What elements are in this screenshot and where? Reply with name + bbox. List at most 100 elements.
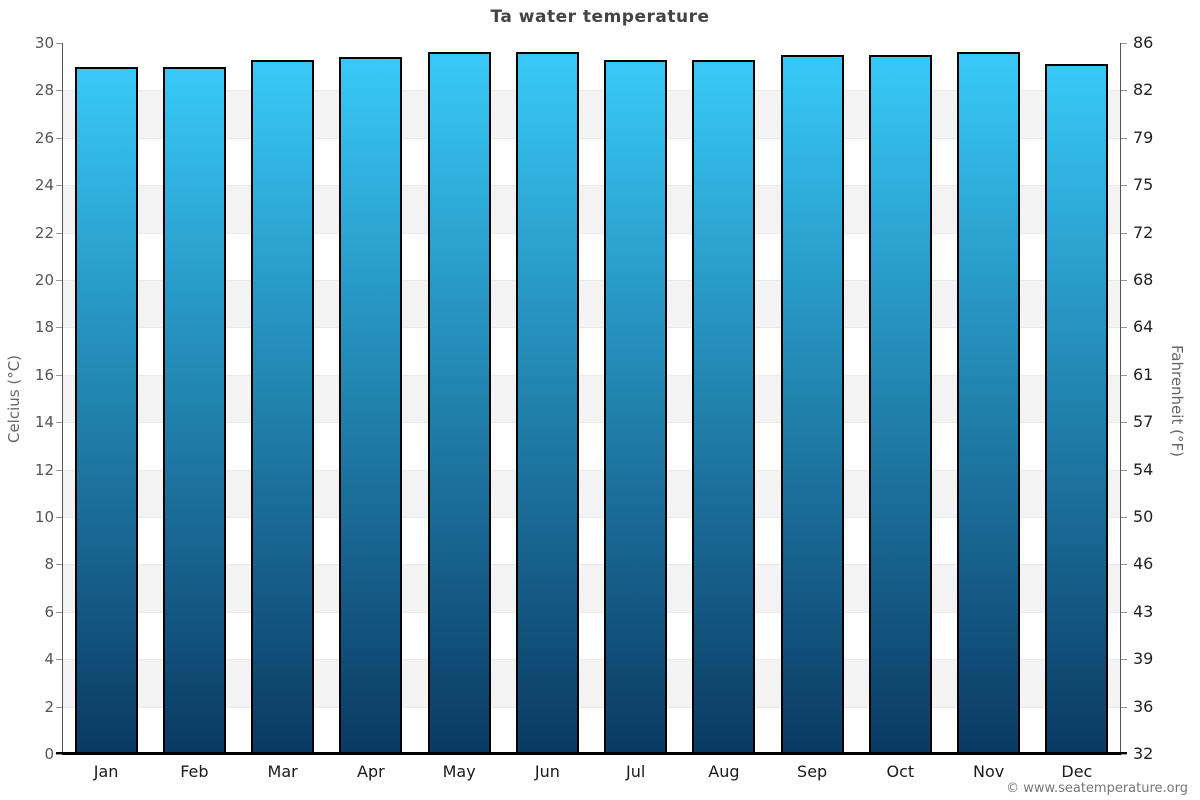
background-band xyxy=(62,185,1121,233)
background-band xyxy=(62,469,1121,517)
celsius-tick xyxy=(56,517,62,518)
bar-mar xyxy=(251,59,315,754)
celsius-axis-line xyxy=(62,43,63,754)
celsius-tick xyxy=(56,374,62,376)
background-band xyxy=(62,564,1121,612)
celsius-tick xyxy=(56,564,62,566)
fahrenheit-tick xyxy=(1121,43,1127,44)
fahrenheit-tick xyxy=(1121,137,1127,139)
celsius-tick xyxy=(56,706,62,708)
month-label-sep: Sep xyxy=(797,762,828,781)
celsius-tick-label: 28 xyxy=(34,81,54,100)
fahrenheit-tick xyxy=(1121,280,1127,281)
celsius-tick-label: 22 xyxy=(34,223,54,242)
gridline xyxy=(62,706,1121,708)
celsius-tick-label: 26 xyxy=(34,128,54,147)
bar-apr xyxy=(339,57,403,754)
fahrenheit-tick xyxy=(1121,90,1127,92)
celsius-tick-label: 10 xyxy=(34,508,54,526)
celsius-tick xyxy=(56,90,62,92)
bar-sep xyxy=(780,54,844,754)
celsius-axis-title: Celcius (°C) xyxy=(5,354,23,444)
gridline xyxy=(62,422,1121,424)
fahrenheit-tick-label: 46 xyxy=(1133,554,1154,574)
celsius-tick-label: 12 xyxy=(34,460,54,479)
bar-jun xyxy=(515,52,579,754)
gridline xyxy=(62,232,1121,234)
bar-jan xyxy=(74,66,138,754)
fahrenheit-axis-line xyxy=(1120,43,1121,754)
fahrenheit-tick xyxy=(1121,469,1127,471)
fahrenheit-tick-label: 72 xyxy=(1133,222,1154,242)
gridline xyxy=(62,137,1121,139)
background-band xyxy=(62,327,1121,375)
bar-aug xyxy=(692,59,756,754)
background-band xyxy=(62,137,1121,186)
gridline xyxy=(62,517,1121,518)
bar-feb xyxy=(162,66,226,754)
fahrenheit-tick-label: 75 xyxy=(1133,175,1154,195)
background-band xyxy=(62,659,1121,707)
background-band xyxy=(62,611,1121,660)
background-band xyxy=(62,422,1121,470)
celsius-tick xyxy=(56,754,62,755)
month-label-feb: Feb xyxy=(180,762,209,781)
month-label-jul: Jul xyxy=(625,762,646,781)
x-axis-line xyxy=(56,752,1127,755)
celsius-tick-label: 6 xyxy=(44,602,54,621)
month-label-jan: Jan xyxy=(93,762,119,781)
background-band xyxy=(62,280,1121,328)
gridline xyxy=(62,374,1121,376)
background-band xyxy=(62,374,1121,423)
month-label-may: May xyxy=(442,762,476,781)
month-label-aug: Aug xyxy=(708,762,740,781)
celsius-tick-label: 24 xyxy=(34,176,54,195)
background-band xyxy=(62,232,1121,280)
fahrenheit-tick-label: 32 xyxy=(1133,744,1154,763)
fahrenheit-tick xyxy=(1121,374,1127,376)
celsius-tick xyxy=(56,43,62,44)
celsius-tick-label: 0 xyxy=(44,745,54,763)
celsius-tick-label: 18 xyxy=(34,318,54,337)
celsius-tick xyxy=(56,232,62,234)
plot-area xyxy=(62,43,1121,754)
celsius-tick xyxy=(56,280,62,281)
gridline xyxy=(62,327,1121,329)
celsius-tick-label: 4 xyxy=(44,650,54,669)
month-label-oct: Oct xyxy=(886,762,915,781)
background-band xyxy=(62,517,1121,565)
celsius-tick xyxy=(56,611,62,613)
celsius-tick xyxy=(56,659,62,661)
celsius-tick-label: 2 xyxy=(44,697,54,716)
fahrenheit-tick-label: 43 xyxy=(1133,601,1154,621)
month-label-jun: Jun xyxy=(534,762,560,781)
fahrenheit-tick-label: 39 xyxy=(1133,649,1154,669)
celsius-tick-label: 14 xyxy=(34,413,54,432)
bar-jul xyxy=(604,59,668,754)
gridline xyxy=(62,185,1121,187)
celsius-tick-label: 8 xyxy=(44,555,54,574)
gridline xyxy=(62,469,1121,471)
fahrenheit-tick xyxy=(1121,422,1127,424)
month-label-apr: Apr xyxy=(357,762,385,781)
fahrenheit-tick xyxy=(1121,611,1127,613)
fahrenheit-tick-label: 61 xyxy=(1133,364,1154,384)
bar-oct xyxy=(868,54,932,754)
fahrenheit-tick-label: 79 xyxy=(1133,127,1154,147)
fahrenheit-tick-label: 86 xyxy=(1133,33,1154,52)
gridline xyxy=(62,611,1121,613)
gridline xyxy=(62,564,1121,566)
background-band xyxy=(62,43,1121,91)
month-label-dec: Dec xyxy=(1061,762,1093,781)
background-band xyxy=(62,706,1121,754)
background-band xyxy=(62,90,1121,138)
fahrenheit-tick xyxy=(1121,564,1127,566)
fahrenheit-tick-label: 57 xyxy=(1133,412,1154,432)
fahrenheit-tick xyxy=(1121,754,1127,755)
gridline xyxy=(62,659,1121,661)
fahrenheit-tick-label: 64 xyxy=(1133,317,1154,337)
celsius-tick-label: 20 xyxy=(34,271,54,289)
fahrenheit-tick-label: 54 xyxy=(1133,459,1154,479)
fahrenheit-tick xyxy=(1121,185,1127,187)
